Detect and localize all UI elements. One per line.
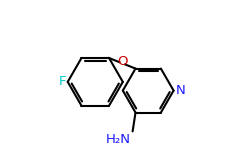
Text: O: O — [117, 55, 128, 68]
Text: F: F — [59, 75, 66, 88]
Text: N: N — [176, 84, 186, 97]
Text: H₂N: H₂N — [106, 133, 130, 146]
